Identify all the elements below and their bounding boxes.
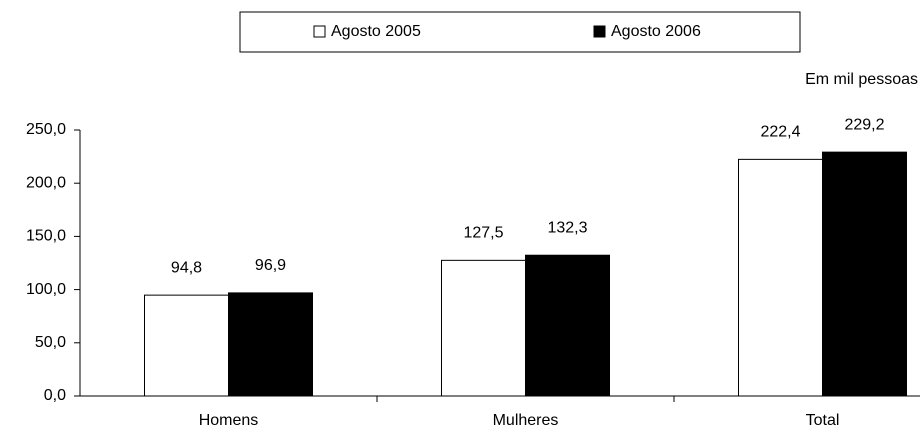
value-label: 127,5 bbox=[463, 225, 503, 242]
x-tick-label: Total bbox=[806, 412, 840, 429]
y-tick-label: 200,0 bbox=[26, 174, 66, 191]
value-label: 96,9 bbox=[255, 257, 286, 274]
bar bbox=[822, 151, 907, 397]
y-tick-label: 100,0 bbox=[26, 281, 66, 298]
unit-note: Em mil pessoas bbox=[805, 71, 918, 88]
legend-swatch bbox=[593, 25, 606, 38]
y-tick-label: 0,0 bbox=[44, 387, 66, 404]
x-tick-label: Mulheres bbox=[493, 412, 559, 429]
value-label: 132,3 bbox=[547, 219, 587, 236]
legend-label: Agosto 2006 bbox=[611, 23, 701, 40]
bar bbox=[525, 254, 610, 397]
legend-label: Agosto 2005 bbox=[331, 23, 421, 40]
value-label: 94,8 bbox=[171, 259, 202, 276]
value-label: 222,4 bbox=[760, 124, 800, 141]
value-label: 229,2 bbox=[844, 116, 884, 133]
y-tick-label: 250,0 bbox=[26, 121, 66, 138]
legend-box bbox=[239, 11, 801, 53]
y-tick-label: 150,0 bbox=[26, 228, 66, 245]
bar bbox=[441, 259, 526, 397]
bar bbox=[738, 158, 823, 397]
bar bbox=[228, 292, 313, 397]
y-tick-label: 50,0 bbox=[35, 334, 66, 351]
bar bbox=[144, 294, 229, 397]
x-tick-label: Homens bbox=[199, 412, 259, 429]
legend-swatch bbox=[313, 25, 326, 38]
